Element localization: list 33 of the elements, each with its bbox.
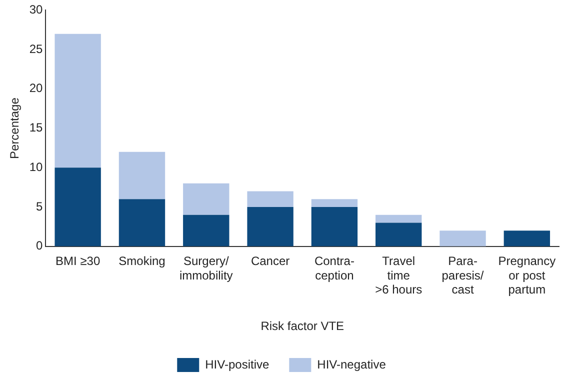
- x-tick-label: Para- paresis/ cast: [442, 254, 484, 297]
- x-tick-label: BMI ≥30: [56, 254, 100, 268]
- legend-label: HIV-negative: [317, 357, 386, 372]
- y-tick-label: 20: [29, 81, 44, 96]
- y-tick-label: 10: [29, 160, 44, 174]
- bar: [118, 199, 166, 246]
- y-tick-label: 15: [29, 120, 44, 135]
- x-tick-label: Travel time >6 hours: [375, 254, 422, 297]
- bar: [54, 34, 101, 168]
- bar: [504, 230, 550, 246]
- y-tick-label: 5: [36, 199, 44, 214]
- x-axis-title: Risk factor VTE: [260, 319, 344, 334]
- bar: [311, 207, 358, 246]
- bar: [376, 214, 422, 223]
- bar: [183, 183, 230, 215]
- y-tick-label: 25: [29, 42, 44, 56]
- x-tick-label: Contra- ception: [314, 254, 354, 282]
- bar: [247, 191, 294, 208]
- x-tick-label: Surgery/ immobility: [179, 254, 233, 282]
- x-tick-label: Pregnancy or post partum: [498, 254, 556, 297]
- y-tick-label: 30: [29, 2, 44, 17]
- bar: [247, 207, 294, 246]
- bar: [183, 214, 230, 246]
- bar: [376, 222, 422, 246]
- y-axis-title: Percentage: [8, 97, 22, 159]
- legend-label: HIV-positive: [205, 357, 270, 372]
- x-tick-label: Smoking: [118, 254, 166, 268]
- x-tick-label: Cancer: [250, 254, 290, 268]
- bar: [440, 230, 486, 246]
- bar: [118, 152, 166, 200]
- bar: [311, 199, 358, 208]
- y-tick-label: 0: [36, 238, 44, 253]
- bar: [54, 168, 101, 246]
